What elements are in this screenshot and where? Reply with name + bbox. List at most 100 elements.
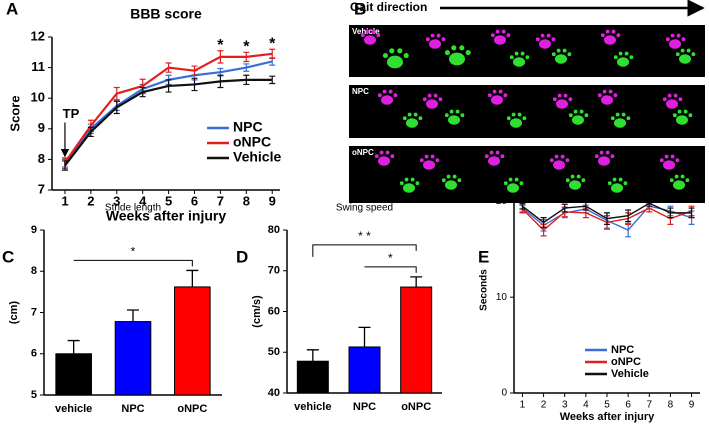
toe [514, 177, 519, 182]
paw [611, 183, 623, 193]
x-tick-label: 3 [562, 400, 568, 411]
toe [465, 50, 471, 56]
toe [554, 154, 559, 159]
toe [677, 109, 682, 114]
x-tick-label: vehicle [55, 403, 92, 415]
toe [597, 93, 602, 98]
x-tick-label: oNPC [401, 401, 431, 413]
panel-label: B [354, 0, 366, 18]
toe [664, 154, 669, 159]
y-axis-label: Seconds [479, 269, 490, 311]
toe [608, 89, 613, 94]
panel-label: E [478, 247, 489, 266]
toe [573, 109, 578, 114]
x-tick-label: 7 [217, 193, 224, 208]
toe [540, 33, 545, 38]
toe [517, 112, 522, 117]
toe [549, 158, 554, 163]
x-tick-label: 7 [646, 400, 652, 411]
toe [560, 154, 565, 159]
toe [424, 154, 429, 159]
toe [567, 52, 572, 57]
x-tick-label: 4 [139, 193, 147, 208]
toe [568, 97, 573, 102]
toe [514, 51, 519, 56]
toe [581, 178, 586, 183]
toe [388, 89, 393, 94]
y-axis-label: Score [7, 95, 22, 131]
toe [618, 177, 623, 182]
toe [676, 33, 681, 38]
toe [484, 154, 489, 159]
y-tick-label: 8 [31, 265, 37, 277]
paw [572, 115, 584, 125]
y-tick-label: 40 [268, 387, 280, 399]
toe [565, 158, 570, 163]
x-tick-label: 2 [87, 193, 94, 208]
toe [404, 177, 409, 182]
toe [371, 29, 376, 34]
toe [662, 97, 667, 102]
toe [376, 33, 381, 38]
toe [506, 116, 511, 121]
toe [487, 93, 492, 98]
paw [676, 115, 688, 125]
legend-label: NPC [611, 344, 634, 356]
toe [511, 112, 516, 117]
annotation-label: TP [63, 106, 80, 121]
toe [665, 37, 670, 42]
toe [397, 48, 403, 54]
paw [673, 180, 685, 190]
gait-panel [349, 85, 705, 138]
chart-title: BBB score [130, 6, 202, 22]
toe [670, 33, 675, 38]
error-bar [127, 309, 139, 322]
toe [565, 178, 570, 183]
x-tick-label: 1 [520, 400, 526, 411]
toe [678, 97, 683, 102]
x-tick-label: 6 [191, 193, 198, 208]
toe [418, 116, 423, 121]
toe [446, 174, 451, 179]
y-tick-label: 12 [31, 28, 45, 43]
bar [174, 286, 211, 396]
toe [399, 181, 404, 186]
toe [449, 109, 454, 114]
toe [402, 116, 407, 121]
paw [601, 95, 613, 105]
paw [666, 99, 678, 109]
toe [613, 55, 618, 60]
paw [488, 156, 500, 166]
toe [419, 158, 424, 163]
toe [611, 29, 616, 34]
x-axis-label: Weeks after injury [106, 208, 227, 224]
x-tick-label: 4 [583, 400, 589, 411]
toe [616, 33, 621, 38]
paw [510, 118, 522, 128]
gait-panel [349, 146, 705, 203]
toe [444, 113, 449, 118]
paw [387, 55, 403, 69]
x-tick-label: 9 [269, 193, 276, 208]
x-tick-label: 3 [113, 193, 120, 208]
toe [519, 181, 524, 186]
toe [389, 48, 395, 54]
toe [691, 52, 696, 57]
toe [374, 154, 379, 159]
toe [613, 93, 618, 98]
toe [599, 150, 604, 155]
toe [438, 97, 443, 102]
error-bar [410, 276, 423, 288]
error-bar [61, 160, 68, 171]
paw [556, 99, 568, 109]
toe [441, 37, 446, 42]
toe [525, 55, 530, 60]
legend-label: oNPC [233, 134, 271, 150]
legend-label: Vehicle [233, 149, 281, 165]
y-tick-label: 11 [31, 59, 45, 74]
toe [610, 154, 615, 159]
paw [449, 52, 465, 66]
y-tick-label: 8 [38, 151, 45, 166]
toe [685, 178, 690, 183]
bar [400, 286, 433, 394]
